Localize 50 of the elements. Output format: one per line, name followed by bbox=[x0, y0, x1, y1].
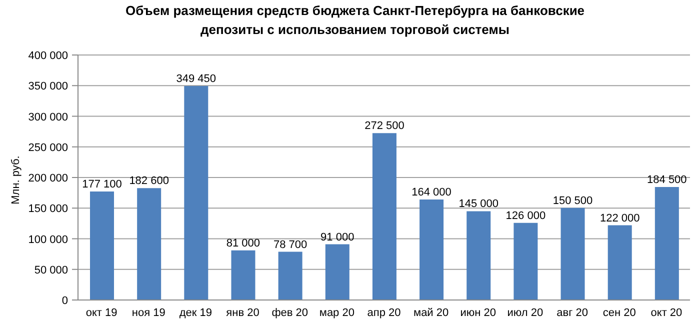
bar bbox=[608, 225, 632, 300]
x-tick-label: дек 19 bbox=[179, 306, 212, 319]
y-tick-label: 150 000 bbox=[28, 203, 68, 216]
y-tick-label: 50 000 bbox=[34, 264, 68, 276]
bar bbox=[231, 250, 256, 300]
bar bbox=[514, 222, 538, 300]
y-tick-label: 350 000 bbox=[28, 80, 68, 93]
x-tick-label: окт 19 bbox=[86, 306, 118, 319]
y-axis-title: Млн. руб. bbox=[10, 156, 22, 204]
bar bbox=[325, 244, 350, 300]
data-label: 126 000 bbox=[506, 210, 546, 222]
data-label: 145 000 bbox=[458, 198, 498, 210]
bar bbox=[372, 133, 396, 300]
bar bbox=[184, 86, 208, 300]
bar bbox=[278, 252, 302, 300]
chart-title: Объем размещения средств бюджета Санкт-Петербурга на банковские депозиты с использованием торговой системы bbox=[124, 2, 586, 39]
bar bbox=[90, 192, 114, 300]
data-label: 272 500 bbox=[364, 120, 404, 132]
data-label: 122 000 bbox=[600, 212, 640, 224]
x-tick-label: май 20 bbox=[414, 306, 449, 319]
x-tick-label: окт 20 bbox=[650, 306, 682, 319]
data-label: 81 000 bbox=[226, 237, 260, 250]
y-tick-label: 300 000 bbox=[28, 111, 68, 124]
x-tick-label: ноя 19 bbox=[132, 306, 166, 319]
x-tick-label: июн 20 bbox=[460, 306, 496, 319]
bar bbox=[466, 211, 491, 300]
x-tick-label: июл 20 bbox=[507, 306, 544, 319]
x-tick-label: янв 20 bbox=[226, 306, 260, 319]
data-label: 182 600 bbox=[129, 175, 169, 188]
data-label: 177 100 bbox=[82, 178, 122, 191]
bar bbox=[654, 186, 679, 300]
data-label: 78 700 bbox=[273, 238, 308, 251]
data-label: 150 500 bbox=[552, 194, 593, 207]
y-tick-label: 400 000 bbox=[28, 50, 68, 62]
x-tick-label: фев 20 bbox=[272, 306, 308, 319]
bar bbox=[420, 200, 444, 300]
data-label: 91 000 bbox=[320, 231, 354, 244]
y-tick-label: 200 000 bbox=[28, 172, 68, 184]
bar bbox=[137, 188, 162, 300]
y-tick-label: 100 000 bbox=[28, 234, 68, 246]
y-tick-label: 0 bbox=[62, 295, 68, 307]
x-tick-label: сен 20 bbox=[602, 306, 636, 319]
data-label: 184 500 bbox=[647, 174, 687, 186]
data-label: 164 000 bbox=[412, 186, 452, 199]
bar bbox=[560, 208, 585, 300]
data-label: 349 450 bbox=[176, 72, 216, 85]
x-tick-label: апр 20 bbox=[367, 306, 401, 319]
x-tick-label: мар 20 bbox=[319, 306, 354, 319]
x-tick-label: авг 20 bbox=[556, 306, 588, 319]
y-tick-label: 250 000 bbox=[28, 142, 68, 154]
